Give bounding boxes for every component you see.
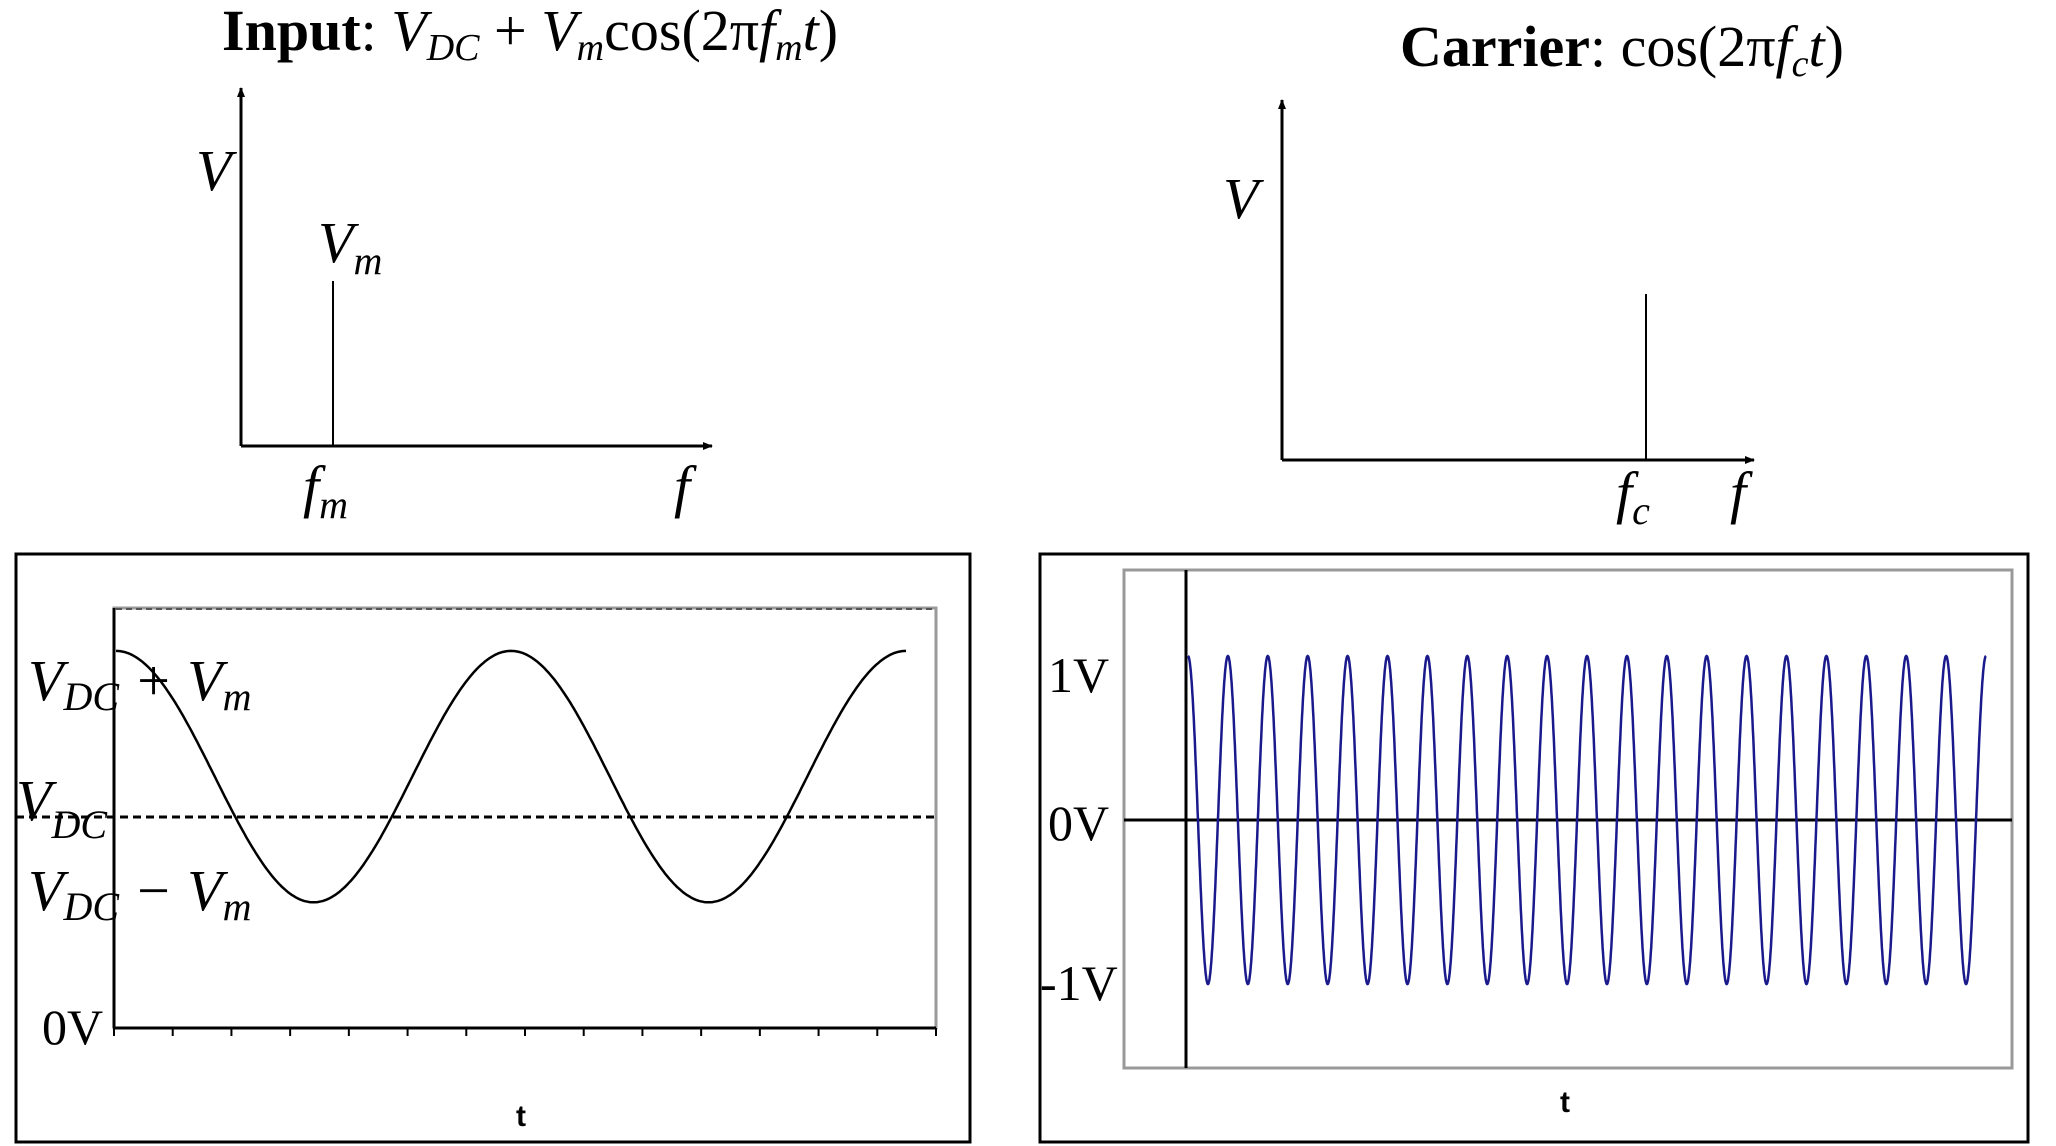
carrier-spectrum-y-label: V: [1223, 166, 1265, 231]
carrier-time-plot: 1V 0V -1V t: [1038, 552, 2030, 1144]
carrier-title: Carrier: cos(2πfct): [1400, 14, 1844, 85]
carrier-spectrum-freq-label: fc: [1616, 460, 1650, 533]
carrier-label-neg: -1V: [1040, 955, 1118, 1011]
input-spectrum-line-label: Vm: [318, 210, 382, 283]
carrier-label-pos: 1V: [1048, 647, 1109, 703]
input-time-plot: VDC + Vm VDC VDC − Vm 0V t: [14, 552, 972, 1144]
input-spectrum-x-label: f: [674, 454, 697, 519]
input-label-bot: VDC − Vm: [28, 858, 251, 929]
input-label-zero: 0V: [42, 999, 103, 1055]
input-spectrum-freq-label: fm: [303, 454, 348, 527]
carrier-time-wave: [1187, 654, 1987, 986]
input-time-wave: [115, 649, 907, 904]
input-title: Input: VDC + Vmcos(2πfmt): [222, 0, 838, 69]
carrier-spectrum-x-label: f: [1730, 460, 1753, 525]
carrier-time-frame: [1038, 552, 2030, 1144]
input-time-ticks: [113, 1028, 937, 1036]
carrier-spectrum: V fc f: [1223, 99, 1755, 533]
input-time-x-label: t: [516, 1100, 526, 1133]
input-spectrum-y-label: V: [196, 138, 238, 203]
input-label-top: VDC + Vm: [28, 648, 251, 719]
input-label-mid: VDC: [16, 768, 108, 847]
carrier-time-x-label: t: [1560, 1086, 1570, 1119]
input-time-frame: [14, 552, 972, 1144]
input-spectrum: V Vm fm f: [196, 87, 713, 527]
carrier-label-zero: 0V: [1048, 795, 1109, 851]
